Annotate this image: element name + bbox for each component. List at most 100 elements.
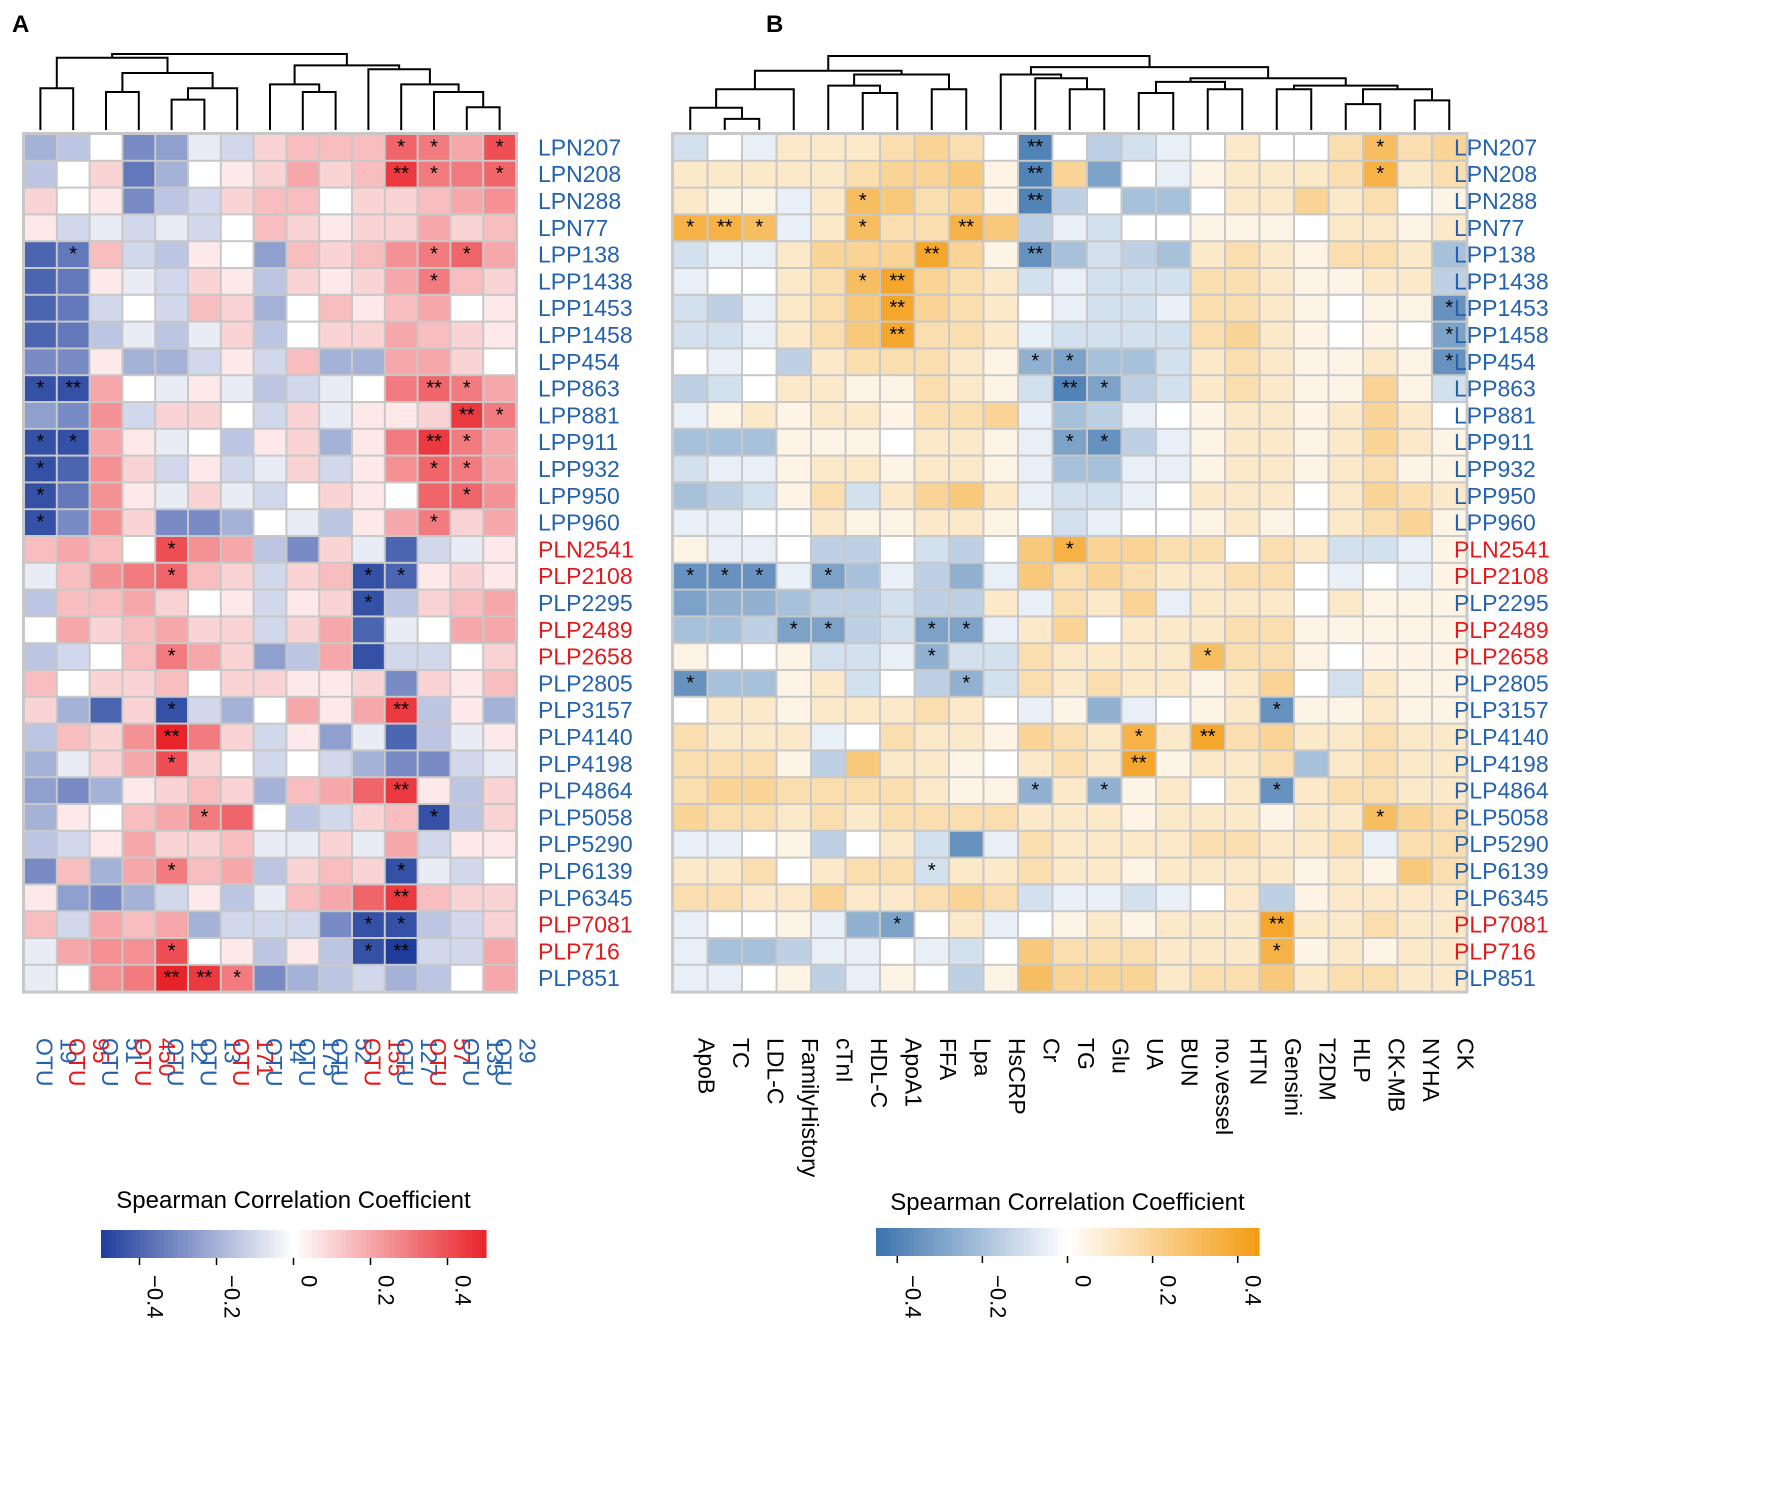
legend-gradient-step bbox=[187, 1230, 194, 1258]
row-label: PLP3157 bbox=[538, 697, 633, 723]
heatmap-cell bbox=[743, 456, 776, 482]
heatmap-cell bbox=[1191, 242, 1224, 267]
heatmap-cell bbox=[1019, 215, 1052, 241]
row-label: PLP7081 bbox=[538, 912, 633, 938]
heatmap-cell bbox=[451, 724, 483, 750]
heatmap-cell bbox=[484, 644, 515, 669]
heatmap-cell bbox=[915, 456, 948, 482]
heatmap-cell bbox=[1260, 135, 1293, 160]
heatmap-cell bbox=[385, 831, 417, 857]
significance-marker: * bbox=[168, 940, 176, 962]
heatmap-cell bbox=[708, 724, 741, 750]
heatmap-cell bbox=[287, 269, 319, 294]
significance-marker: * bbox=[824, 565, 832, 587]
legend-gradient-step bbox=[1033, 1228, 1040, 1256]
heatmap-cell bbox=[1157, 349, 1190, 375]
legend-tick-label: 0.4 bbox=[1241, 1275, 1266, 1306]
heatmap-cell bbox=[320, 269, 351, 294]
heatmap-cell bbox=[1053, 537, 1086, 562]
heatmap-cell bbox=[708, 403, 741, 428]
heatmap-cell bbox=[1191, 617, 1224, 643]
heatmap-cell bbox=[1191, 671, 1224, 696]
heatmap-cell bbox=[385, 403, 417, 428]
heatmap-cell bbox=[950, 858, 983, 884]
heatmap-cell bbox=[385, 965, 417, 991]
heatmap-cell bbox=[1433, 805, 1466, 830]
heatmap-cell bbox=[484, 322, 515, 348]
heatmap-cell bbox=[743, 751, 776, 777]
heatmap-cell bbox=[984, 188, 1017, 214]
heatmap-cell bbox=[1226, 912, 1259, 937]
heatmap-cell bbox=[674, 295, 707, 321]
heatmap-cell bbox=[1122, 939, 1155, 964]
significance-marker: * bbox=[1100, 780, 1108, 802]
heatmap-cell bbox=[221, 135, 253, 160]
heatmap-cell bbox=[156, 563, 187, 589]
heatmap-cell bbox=[221, 403, 253, 428]
heatmap-cell bbox=[846, 831, 879, 857]
legend-gradient-step bbox=[885, 1228, 891, 1256]
heatmap-cell bbox=[777, 965, 810, 991]
heatmap-cell bbox=[123, 161, 155, 187]
heatmap-cell bbox=[123, 965, 155, 991]
heatmap-cell bbox=[846, 885, 879, 911]
legend-gradient-step bbox=[153, 1230, 160, 1258]
legend-gradient-step bbox=[105, 1230, 112, 1258]
heatmap-cell bbox=[812, 724, 845, 750]
heatmap-cell bbox=[984, 510, 1017, 535]
heatmap-cell bbox=[1295, 912, 1328, 937]
heatmap-cell bbox=[254, 403, 286, 428]
heatmap-cell bbox=[812, 429, 845, 455]
heatmap-cell bbox=[57, 858, 89, 884]
heatmap-cell bbox=[812, 135, 845, 160]
heatmap-cell bbox=[1329, 376, 1362, 401]
legend-gradient-step bbox=[1077, 1228, 1083, 1256]
legend-gradient-step bbox=[1182, 1228, 1188, 1256]
heatmap-cell bbox=[123, 456, 155, 482]
heatmap-cell bbox=[708, 322, 741, 348]
heatmap-cell bbox=[1226, 456, 1259, 482]
heatmap-cell bbox=[881, 322, 914, 348]
heatmap-cell bbox=[451, 885, 483, 911]
legend-gradient-step bbox=[947, 1228, 954, 1256]
significance-marker: ** bbox=[426, 431, 442, 453]
heatmap-cell bbox=[156, 617, 187, 643]
heatmap-cell bbox=[1329, 510, 1362, 535]
heatmap-cell bbox=[254, 429, 286, 455]
heatmap-cell bbox=[353, 269, 384, 294]
heatmap-cell bbox=[123, 912, 155, 937]
heatmap-cell bbox=[1260, 724, 1293, 750]
heatmap-cell bbox=[1433, 590, 1466, 616]
heatmap-cell bbox=[984, 912, 1017, 937]
column-label-number: 19 bbox=[55, 1038, 81, 1064]
heatmap-cell bbox=[1295, 644, 1328, 669]
heatmap-cell bbox=[1433, 617, 1466, 643]
heatmap-cell bbox=[1260, 322, 1293, 348]
heatmap-cell bbox=[1364, 831, 1397, 857]
legend-gradient-step bbox=[1201, 1228, 1207, 1256]
heatmap-cell bbox=[1364, 376, 1397, 401]
heatmap-cell bbox=[915, 644, 948, 669]
significance-marker: ** bbox=[889, 297, 905, 319]
heatmap-cell bbox=[708, 135, 741, 160]
heatmap-cell bbox=[881, 429, 914, 455]
heatmap-cell bbox=[1053, 751, 1086, 777]
heatmap-cell bbox=[353, 188, 384, 214]
heatmap-cell bbox=[1260, 215, 1293, 241]
heatmap-cell bbox=[812, 510, 845, 535]
dendrogram-branch bbox=[433, 91, 485, 130]
heatmap-cell bbox=[743, 671, 776, 696]
legend-gradient-step bbox=[880, 1228, 887, 1256]
heatmap-cell bbox=[57, 644, 89, 669]
heatmap-cell bbox=[1088, 215, 1121, 241]
heatmap-cell bbox=[1122, 403, 1155, 428]
legend-gradient-step bbox=[149, 1230, 155, 1258]
heatmap-cell bbox=[353, 376, 384, 401]
heatmap-cell bbox=[1122, 751, 1155, 777]
heatmap-cell bbox=[25, 590, 56, 616]
heatmap-cell bbox=[25, 563, 56, 589]
heatmap-cell bbox=[1260, 590, 1293, 616]
legend-gradient-step bbox=[423, 1230, 429, 1258]
heatmap-cell bbox=[1433, 831, 1466, 857]
heatmap-cell bbox=[1226, 965, 1259, 991]
